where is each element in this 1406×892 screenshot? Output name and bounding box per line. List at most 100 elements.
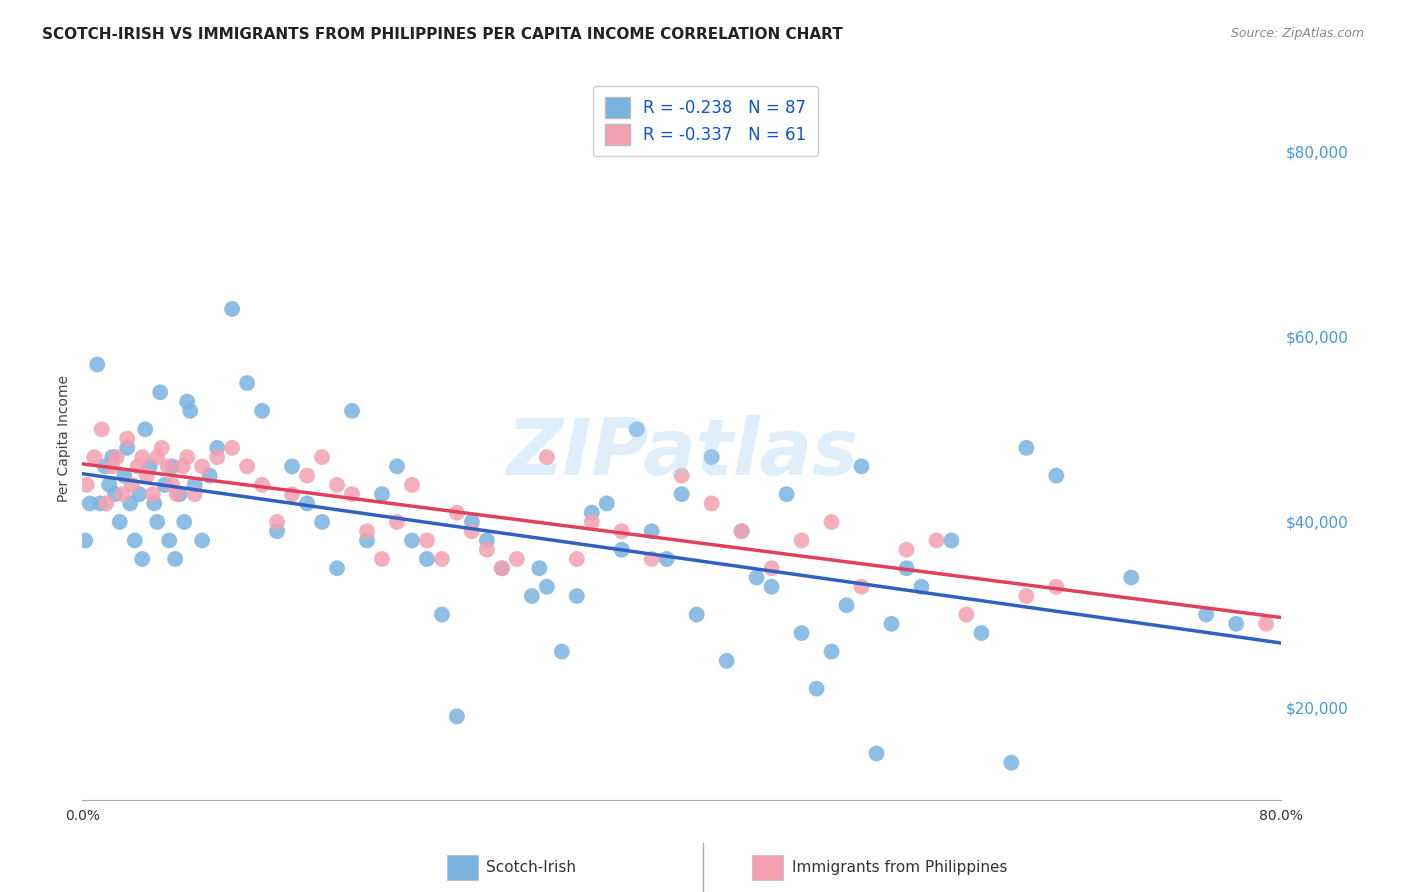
Point [641, 552, 664, 566]
Point [371, 552, 394, 566]
Point [160, 478, 183, 492]
Point [506, 552, 529, 566]
Point [730, 524, 752, 539]
Point [127, 459, 149, 474]
Point [117, 441, 139, 455]
Point [835, 599, 858, 613]
Point [250, 404, 273, 418]
Point [150, 441, 173, 455]
Point [851, 580, 873, 594]
Point [371, 487, 394, 501]
Point [75, 533, 97, 548]
Point [326, 478, 349, 492]
Point [1015, 589, 1038, 603]
Point [461, 515, 484, 529]
Point [685, 607, 707, 622]
Text: Immigrants from Philippines: Immigrants from Philippines [792, 860, 1007, 875]
Point [79, 496, 101, 510]
Point [98, 478, 121, 492]
Point [491, 561, 513, 575]
Point [166, 487, 188, 501]
Point [117, 432, 139, 446]
Point [176, 450, 198, 464]
Point [83, 450, 105, 464]
Point [124, 533, 146, 548]
Text: Source: ZipAtlas.com: Source: ZipAtlas.com [1230, 27, 1364, 40]
Point [281, 459, 304, 474]
Point [120, 496, 142, 510]
Point [416, 533, 439, 548]
Point [1000, 756, 1022, 770]
Point [401, 533, 423, 548]
Point [730, 524, 752, 539]
Point [641, 524, 664, 539]
Point [266, 524, 288, 539]
Point [236, 459, 259, 474]
Point [101, 450, 124, 464]
FancyBboxPatch shape [447, 855, 478, 880]
Point [536, 450, 558, 464]
Point [596, 496, 619, 510]
Point [790, 626, 813, 640]
Point [820, 515, 842, 529]
Point [205, 441, 228, 455]
Point [446, 506, 468, 520]
Point [160, 459, 183, 474]
Text: Scotch-Irish: Scotch-Irish [486, 860, 576, 875]
Point [941, 533, 963, 548]
Point [910, 580, 932, 594]
Point [1225, 616, 1247, 631]
Point [401, 478, 423, 492]
Point [745, 570, 768, 584]
Point [565, 589, 588, 603]
Point [385, 515, 408, 529]
Point [430, 607, 453, 622]
Legend: R = -0.238   N = 87, R = -0.337   N = 61: R = -0.238 N = 87, R = -0.337 N = 61 [593, 86, 818, 156]
Point [1121, 570, 1143, 584]
Point [340, 487, 363, 501]
Y-axis label: Per Capita Income: Per Capita Income [58, 376, 72, 502]
Point [880, 616, 903, 631]
Point [221, 301, 243, 316]
Point [146, 515, 169, 529]
Point [671, 487, 693, 501]
Point [851, 459, 873, 474]
Point [581, 506, 603, 520]
Point [169, 487, 191, 501]
Point [610, 542, 633, 557]
Point [671, 468, 693, 483]
Point [128, 487, 150, 501]
Point [761, 561, 783, 575]
Point [1045, 580, 1067, 594]
Point [356, 524, 378, 539]
Point [536, 580, 558, 594]
Point [626, 422, 648, 436]
Point [1254, 616, 1277, 631]
Point [198, 468, 221, 483]
Point [356, 533, 378, 548]
Point [89, 496, 111, 510]
Point [610, 524, 633, 539]
Point [416, 552, 439, 566]
Point [865, 747, 887, 761]
Point [90, 422, 112, 436]
Point [156, 459, 179, 474]
Point [165, 552, 187, 566]
Point [266, 515, 288, 529]
Point [131, 450, 153, 464]
Point [146, 450, 169, 464]
Point [104, 487, 127, 501]
Point [101, 459, 124, 474]
Point [896, 542, 918, 557]
Point [446, 709, 468, 723]
Point [430, 552, 453, 566]
Point [236, 376, 259, 390]
Point [955, 607, 977, 622]
Point [221, 441, 243, 455]
Point [326, 561, 349, 575]
Point [790, 533, 813, 548]
Point [1015, 441, 1038, 455]
Point [700, 450, 723, 464]
Point [520, 589, 543, 603]
Point [143, 496, 166, 510]
